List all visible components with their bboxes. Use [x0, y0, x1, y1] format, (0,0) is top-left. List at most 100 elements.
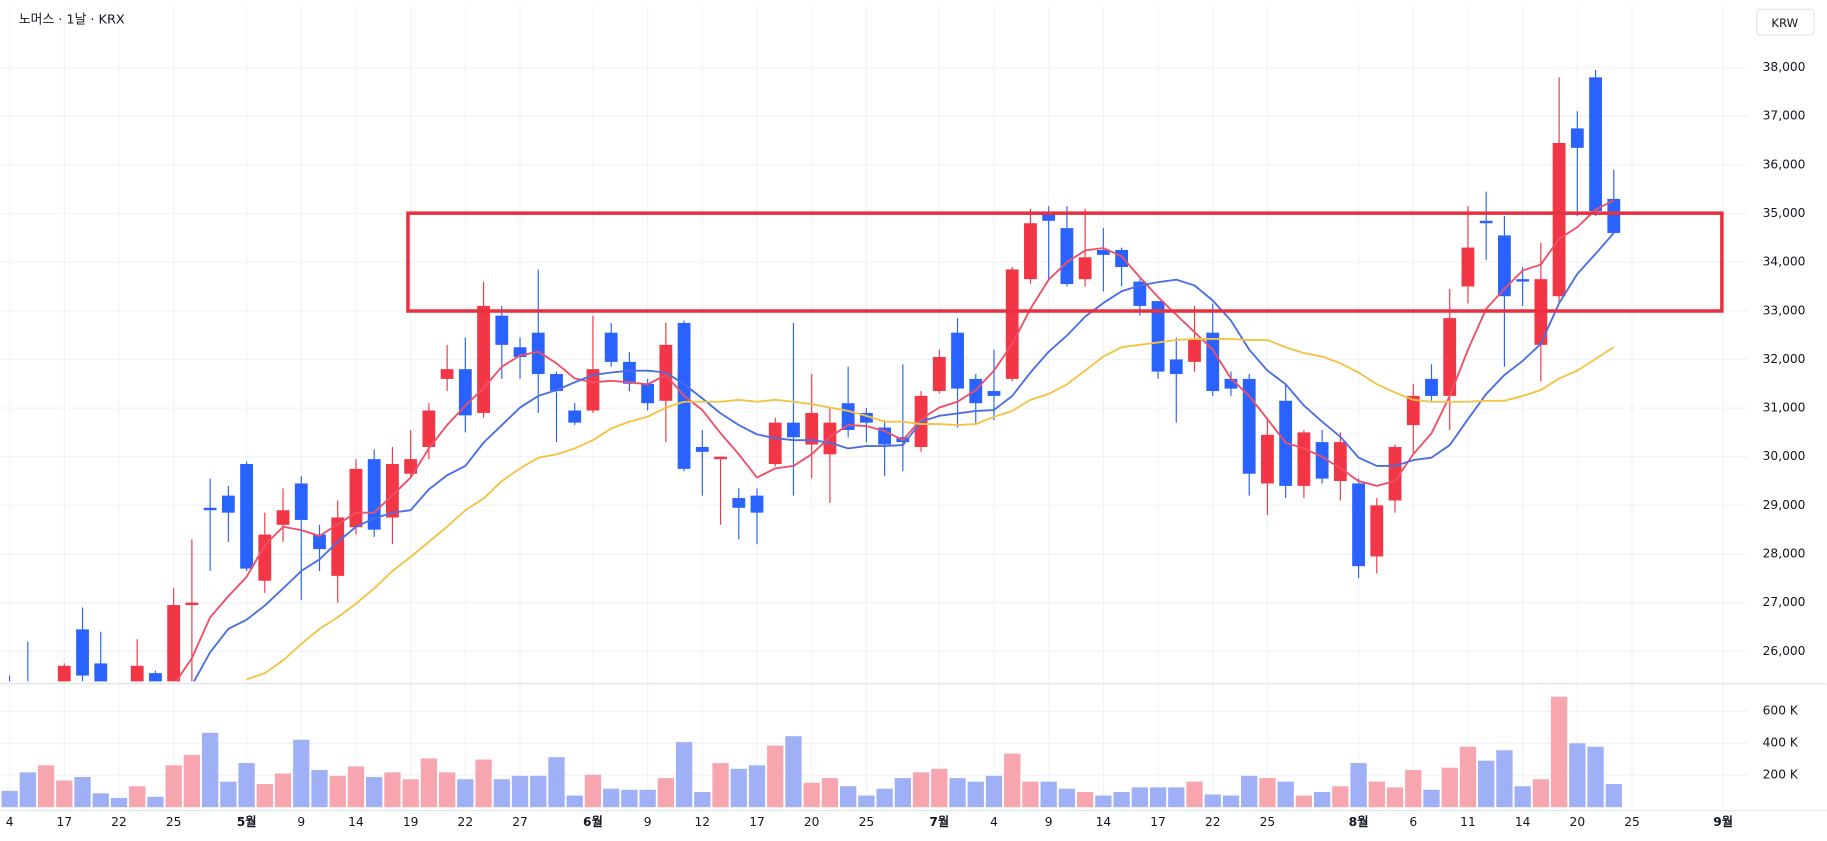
candle-body [1443, 318, 1457, 396]
x-tick-label: 9 [297, 815, 305, 829]
y-tick-label: 37,000 [1763, 109, 1806, 123]
volume-bar [584, 774, 602, 808]
x-tick-label: 25 [166, 815, 182, 829]
volume-bar [949, 778, 966, 808]
x-tick-label: 6월 [583, 814, 603, 829]
volume-bar [1405, 769, 1422, 808]
volume-tick-label: 600 K [1763, 704, 1799, 718]
x-tick-label: 14 [1096, 815, 1112, 829]
candle-body [859, 412, 873, 423]
volume-bar [858, 795, 875, 808]
volume-bar [967, 781, 984, 808]
candle-body [167, 605, 181, 682]
volume-bar [329, 775, 346, 808]
volume-bar [1204, 794, 1221, 808]
candle-body [1133, 281, 1147, 306]
volume-bar [1368, 781, 1385, 808]
candle-body [349, 468, 363, 528]
x-tick-label: 17 [57, 815, 73, 829]
volume-bar [1259, 778, 1276, 808]
x-tick-label: 20 [804, 815, 820, 829]
candle-body [1024, 223, 1037, 280]
candle-body [294, 483, 308, 520]
volume-bar [274, 773, 292, 808]
x-tick-label: 25 [859, 815, 875, 829]
x-tick-label: 9 [644, 815, 652, 829]
candle-body [130, 665, 144, 682]
candle-body [531, 332, 545, 375]
y-tick-label: 29,000 [1763, 498, 1806, 512]
volume-bar [56, 780, 73, 808]
volume-bar [621, 789, 638, 808]
volume-bar [1186, 781, 1203, 808]
x-tick-label: 17 [749, 815, 765, 829]
x-tick-label: 27 [512, 815, 528, 829]
volume-bar [493, 779, 510, 808]
volume-bar [1313, 792, 1331, 808]
candle-body [1388, 446, 1402, 501]
volume-bar [1459, 746, 1477, 808]
volume-bar [1423, 789, 1440, 808]
x-tick-label: 8월 [1349, 814, 1369, 829]
candle-body [1425, 378, 1438, 396]
candle-body [149, 673, 162, 682]
candle-body [641, 383, 655, 404]
candle-body [1242, 378, 1256, 474]
volume-bar [931, 768, 948, 808]
volume-bar [110, 797, 128, 808]
volume-bar [366, 776, 383, 808]
candle-body [787, 422, 800, 438]
candle-body [1479, 220, 1493, 224]
volume-bar [311, 769, 328, 808]
volume-tick-label: 400 K [1763, 736, 1799, 750]
volume-bar [1040, 781, 1057, 808]
volume-bar [1058, 788, 1076, 808]
volume-bar [1131, 787, 1148, 808]
volume-bar [1222, 795, 1240, 808]
volume-bar [1332, 786, 1349, 808]
volume-bar [183, 754, 201, 808]
volume-bar [694, 792, 711, 808]
candle-body [750, 495, 764, 513]
candle-body [422, 410, 436, 447]
x-tick-label: 9 [1045, 815, 1053, 829]
x-tick-label: 20 [1570, 815, 1586, 829]
volume-bar [1149, 787, 1167, 808]
candle-body [185, 602, 199, 606]
volume-bar [1441, 767, 1458, 808]
x-tick-label: 9월 [1713, 814, 1733, 829]
volume-bar [530, 775, 547, 808]
candle-body [695, 446, 709, 452]
chart-title: 노머스 · 1날 · KRX [19, 12, 125, 27]
volume-bar [1605, 784, 1622, 808]
candle-body [495, 315, 509, 345]
currency-button[interactable] [1756, 8, 1815, 36]
candle-body [1333, 442, 1347, 482]
y-tick-label: 35,000 [1763, 206, 1806, 220]
candle-body [1115, 249, 1129, 268]
y-tick-label: 34,000 [1763, 255, 1806, 269]
y-tick-label: 27,000 [1763, 595, 1806, 609]
currency-label[interactable]: KRW [1771, 16, 1798, 30]
volume-bar [511, 775, 529, 808]
y-tick-label: 30,000 [1763, 449, 1806, 463]
candle-body [458, 369, 472, 416]
candle-body [1498, 235, 1511, 297]
candle-body [258, 534, 272, 581]
candle-body [21, 685, 34, 695]
volume-bar [803, 782, 820, 808]
candle-body [768, 422, 782, 465]
candle-body [1461, 247, 1475, 287]
volume-bar [475, 759, 492, 808]
price-pane [9, 70, 1621, 695]
volume-bar [548, 757, 565, 808]
y-tick-label: 38,000 [1763, 60, 1806, 74]
candle-body [1589, 77, 1602, 212]
volume-bar [1295, 795, 1313, 808]
candle-body [568, 410, 582, 423]
moving-average-line [192, 232, 1615, 682]
volume-bar [657, 778, 675, 808]
x-tick-label: 4 [6, 815, 14, 829]
volume-bar [238, 763, 255, 808]
